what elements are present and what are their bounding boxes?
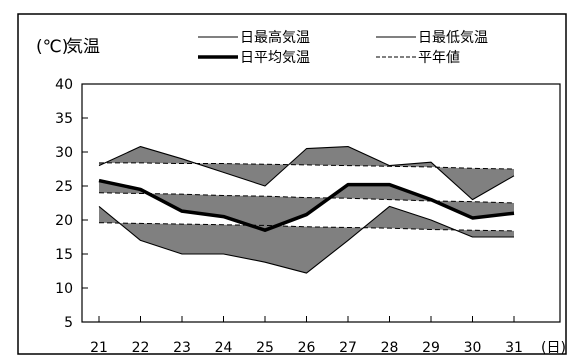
series-line-normal-max xyxy=(99,162,515,170)
y-tick-label: 20 xyxy=(55,213,73,229)
y-tick-label: 5 xyxy=(64,315,73,331)
x-tick-label: 31 xyxy=(505,340,523,356)
x-unit-label: (日) xyxy=(541,340,566,356)
x-axis: 21 22 23 24 25 26 27 28 29 30 31 xyxy=(90,316,523,356)
x-tick-label: 24 xyxy=(215,340,233,356)
series-line-1 xyxy=(98,205,514,274)
x-tick-label: 21 xyxy=(90,340,108,356)
series-line-normal-avg xyxy=(98,192,515,204)
x-tick-label: 22 xyxy=(132,340,150,356)
y-tick-label: 25 xyxy=(55,179,73,195)
y-axis: 5 10 15 20 25 30 35 40 xyxy=(55,77,88,331)
y-tick-label: 35 xyxy=(55,111,73,127)
legend-label: 日平均気温 xyxy=(240,50,310,66)
series-lines xyxy=(98,146,515,274)
x-tick-label: 30 xyxy=(464,340,482,356)
legend-label: 日最高気温 xyxy=(240,29,310,46)
series-line-mean xyxy=(98,178,515,232)
x-tick-label: 23 xyxy=(173,340,191,356)
x-tick-label: 29 xyxy=(422,340,440,356)
x-tick-label: 27 xyxy=(339,340,357,356)
y-tick-label: 30 xyxy=(55,145,73,161)
x-tick-label: 25 xyxy=(256,340,274,356)
x-tick-label: 26 xyxy=(298,340,316,356)
y-tick-label: 10 xyxy=(55,281,73,297)
y-unit-label: (℃) xyxy=(36,37,68,57)
shading-band-3 xyxy=(99,206,514,274)
shading-band-1 xyxy=(99,146,514,200)
plot-frame xyxy=(81,83,561,323)
legend-label: 日最低気温 xyxy=(418,30,488,46)
legend-label: 平年値 xyxy=(418,50,460,66)
series-line-0 xyxy=(98,146,515,201)
series-line-normal-min xyxy=(98,222,515,232)
y-tick-label: 15 xyxy=(55,247,73,263)
chart-title: 気温 xyxy=(66,37,100,57)
y-tick-label: 40 xyxy=(55,77,73,93)
x-tick-label: 28 xyxy=(381,340,399,356)
